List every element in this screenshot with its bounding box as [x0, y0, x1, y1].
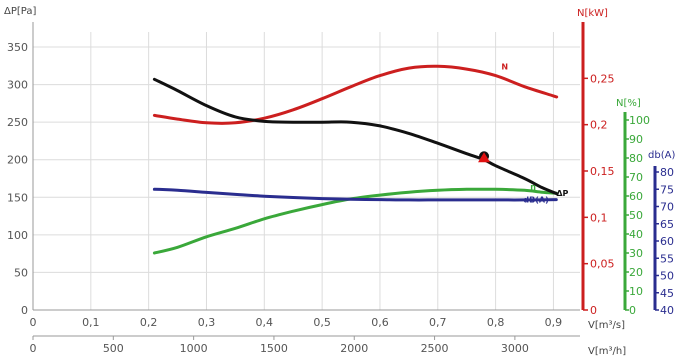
tick-label-power: 0,15 [590, 165, 615, 178]
tick-label-efficiency: 10 [629, 285, 643, 298]
tick-label-efficiency: 60 [629, 190, 643, 203]
tick-label-efficiency: 70 [629, 171, 643, 184]
axis-label-sound: db(A) [648, 150, 675, 161]
curve-label-efficiency: η [530, 183, 536, 192]
tick-label-efficiency: 20 [629, 266, 643, 279]
x-tick-label: 0,4 [256, 316, 274, 329]
y-tick-label: 250 [7, 116, 28, 129]
y-axis-efficiency: 0 10 20 30 40 50 60 70 80 90 100 N[%] [616, 98, 650, 317]
y-axis-power: 0 0,05 0,1 0,15 0,2 0,25 N[kW] [577, 8, 615, 317]
y-axis-sound: 40 45 50 55 60 65 70 75 80 db(A) [648, 150, 675, 317]
axis-label-power: N[kW] [577, 8, 608, 19]
tick-label-efficiency: 100 [629, 114, 650, 127]
x-tick-label-m3h: 2500 [421, 342, 449, 355]
y-tick-label: 300 [7, 79, 28, 92]
y-tick-label: 0 [21, 304, 28, 317]
tick-label-power: 0 [590, 304, 597, 317]
x-tick-label-m3h: 1000 [180, 342, 208, 355]
tick-label-sound: 45 [660, 287, 674, 300]
x-tick-label-m3h: 1500 [260, 342, 288, 355]
tick-label-sound: 55 [660, 252, 674, 265]
tick-label-power: 0,1 [590, 211, 608, 224]
y-axis-label-pressure: ΔP[Pa] [4, 6, 36, 17]
x-axis-flow-m3h: 0 500 1000 1500 2000 2500 3000 V[m³/h] [30, 335, 626, 357]
curve-label-power: N [501, 62, 508, 71]
axis-label-efficiency: N[%] [616, 98, 641, 109]
curve-sound [152, 187, 558, 202]
tick-label-sound: 40 [660, 304, 674, 317]
tick-label-sound: 75 [660, 183, 674, 196]
y-axis-pressure: 0 50 100 150 200 250 300 350 ΔP[Pa] [4, 6, 36, 317]
tick-label-efficiency: 50 [629, 209, 643, 222]
x-axis-flow-m3s: 0 0,1 0,2 0,3 0,4 0,5 0,6 0,7 0,8 0,9 V[m³/s] [30, 309, 625, 331]
tick-label-sound: 80 [660, 166, 674, 179]
tick-label-power: 0,05 [590, 258, 615, 271]
tick-label-sound: 70 [660, 201, 674, 214]
x-tick-label-m3h: 2000 [340, 342, 368, 355]
y-tick-label: 150 [7, 191, 28, 204]
tick-label-efficiency: 80 [629, 152, 643, 165]
x-tick-label: 0,7 [429, 316, 447, 329]
x-tick-label: 0,3 [198, 316, 216, 329]
x-tick-label: 0,9 [545, 316, 563, 329]
x-axis-label-m3h: V[m³/h] [588, 346, 626, 357]
tick-label-efficiency: 40 [629, 228, 643, 241]
tick-label-sound: 60 [660, 235, 674, 248]
x-tick-label-m3h: 3000 [501, 342, 529, 355]
tick-label-power: 0,25 [590, 72, 615, 85]
y-tick-label: 50 [14, 266, 28, 279]
grid [32, 32, 580, 311]
x-tick-label: 0,5 [313, 316, 331, 329]
curve-label-sound: dB(A) [523, 196, 548, 205]
curves [152, 64, 559, 255]
tick-label-efficiency: 0 [629, 304, 636, 317]
x-axis-label: V[m³/s] [588, 320, 625, 331]
x-tick-label: 0,8 [487, 316, 505, 329]
curve-labels: Nη ΔP dB(A) [501, 62, 568, 204]
x-tick-label: 0,2 [140, 316, 158, 329]
curve-power [152, 64, 559, 125]
operating-point [478, 151, 491, 163]
x-tick-label: 0,1 [82, 316, 100, 329]
tick-label-sound: 65 [660, 218, 674, 231]
y-tick-label: 100 [7, 229, 28, 242]
curve-pressure [152, 77, 558, 195]
tick-label-sound: 50 [660, 270, 674, 283]
operating-point-triangle [478, 152, 491, 163]
curve-efficiency [152, 187, 558, 255]
y-tick-label: 200 [7, 154, 28, 167]
x-tick-label-m3h: 500 [103, 342, 124, 355]
tick-label-efficiency: 30 [629, 247, 643, 260]
tick-label-efficiency: 90 [629, 133, 643, 146]
tick-label-power: 0,2 [590, 119, 608, 132]
y-tick-label: 350 [7, 41, 28, 54]
x-tick-label: 0 [30, 316, 37, 329]
x-tick-label-m3h: 0 [30, 342, 37, 355]
curve-label-pressure: ΔP [556, 189, 568, 198]
x-tick-label: 0,6 [371, 316, 389, 329]
